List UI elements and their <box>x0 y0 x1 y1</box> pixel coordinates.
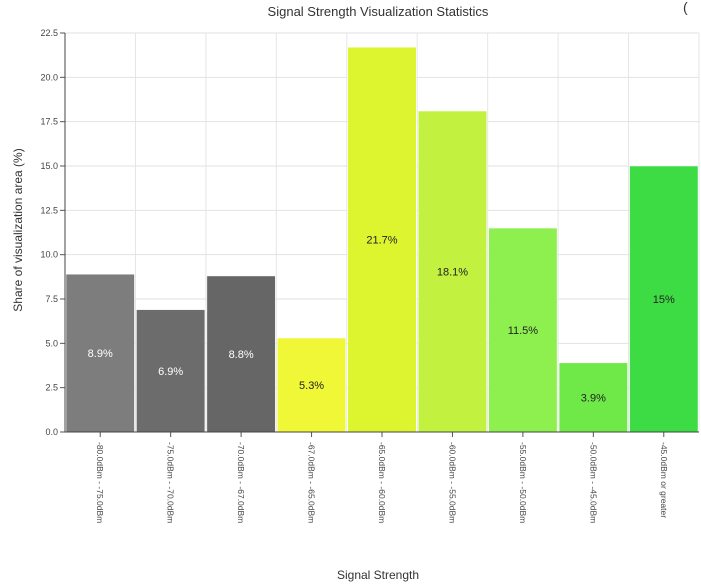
x-tick-label: -70.0dBm - -67.0dBm <box>236 442 246 523</box>
bar-value-label: 11.5% <box>508 325 539 337</box>
y-tick-label: 0.0 <box>45 427 58 437</box>
bar-value-label: 6.9% <box>158 366 183 378</box>
bar <box>277 337 347 433</box>
y-tick-label: 20.0 <box>40 72 58 82</box>
chart-title: Signal Strength Visualization Statistics <box>268 4 489 19</box>
x-tick-label: -65.0dBm - -60.0dBm <box>377 442 387 523</box>
y-tick-label: 17.5 <box>40 117 58 127</box>
bar-value-label: 8.9% <box>88 348 113 360</box>
y-tick-label: 2.5 <box>45 383 58 393</box>
bar <box>629 165 699 433</box>
x-tick-label: -50.0dBm - -45.0dBm <box>588 442 598 523</box>
bar-value-label: 5.3% <box>299 380 324 392</box>
y-tick-label: 7.5 <box>45 294 58 304</box>
y-tick-label: 15.0 <box>40 161 58 171</box>
y-tick-label: 10.0 <box>40 250 58 260</box>
bar-value-label: 15% <box>653 294 675 306</box>
bars: 8.9% 6.9% 8.8% 5.3% 21.7% 18.1% 11.5% 3.9% 15% <box>65 46 699 433</box>
bar <box>558 362 628 433</box>
x-tick-label: -67.0dBm - -65.0dBm <box>307 442 317 523</box>
x-tick-label: -60.0dBm - -55.0dBm <box>447 442 457 523</box>
bar <box>347 46 417 433</box>
bar-value-label: 8.8% <box>229 349 254 361</box>
bar <box>488 227 558 433</box>
x-tick-label: -45.0dBm or greater <box>659 442 669 518</box>
bar <box>417 110 487 433</box>
y-axis-label: Share of visualization area (%) <box>11 148 25 311</box>
x-tick-label: -80.0dBm - -75.0dBm <box>95 442 105 523</box>
y-tick-label: 22.5 <box>40 28 58 38</box>
bar-value-label: 3.9% <box>581 392 606 404</box>
bar-value-label: 18.1% <box>437 267 468 279</box>
y-tick-label: 12.5 <box>40 205 58 215</box>
x-tick-label: -75.0dBm - -70.0dBm <box>166 442 176 523</box>
bar <box>206 275 276 433</box>
x-axis-label: Signal Strength <box>337 568 419 582</box>
bar <box>65 273 135 433</box>
x-tick-label: -55.0dBm - -50.0dBm <box>518 442 528 523</box>
axes: 0.0 2.5 5.0 7.5 10.0 12.5 15.0 17.5 20.0 22.5 -80.… <box>40 28 699 523</box>
stray-mark: ( <box>683 0 688 15</box>
bar-value-label: 21.7% <box>366 235 397 247</box>
bar <box>136 309 206 433</box>
y-tick-label: 5.0 <box>45 338 58 348</box>
